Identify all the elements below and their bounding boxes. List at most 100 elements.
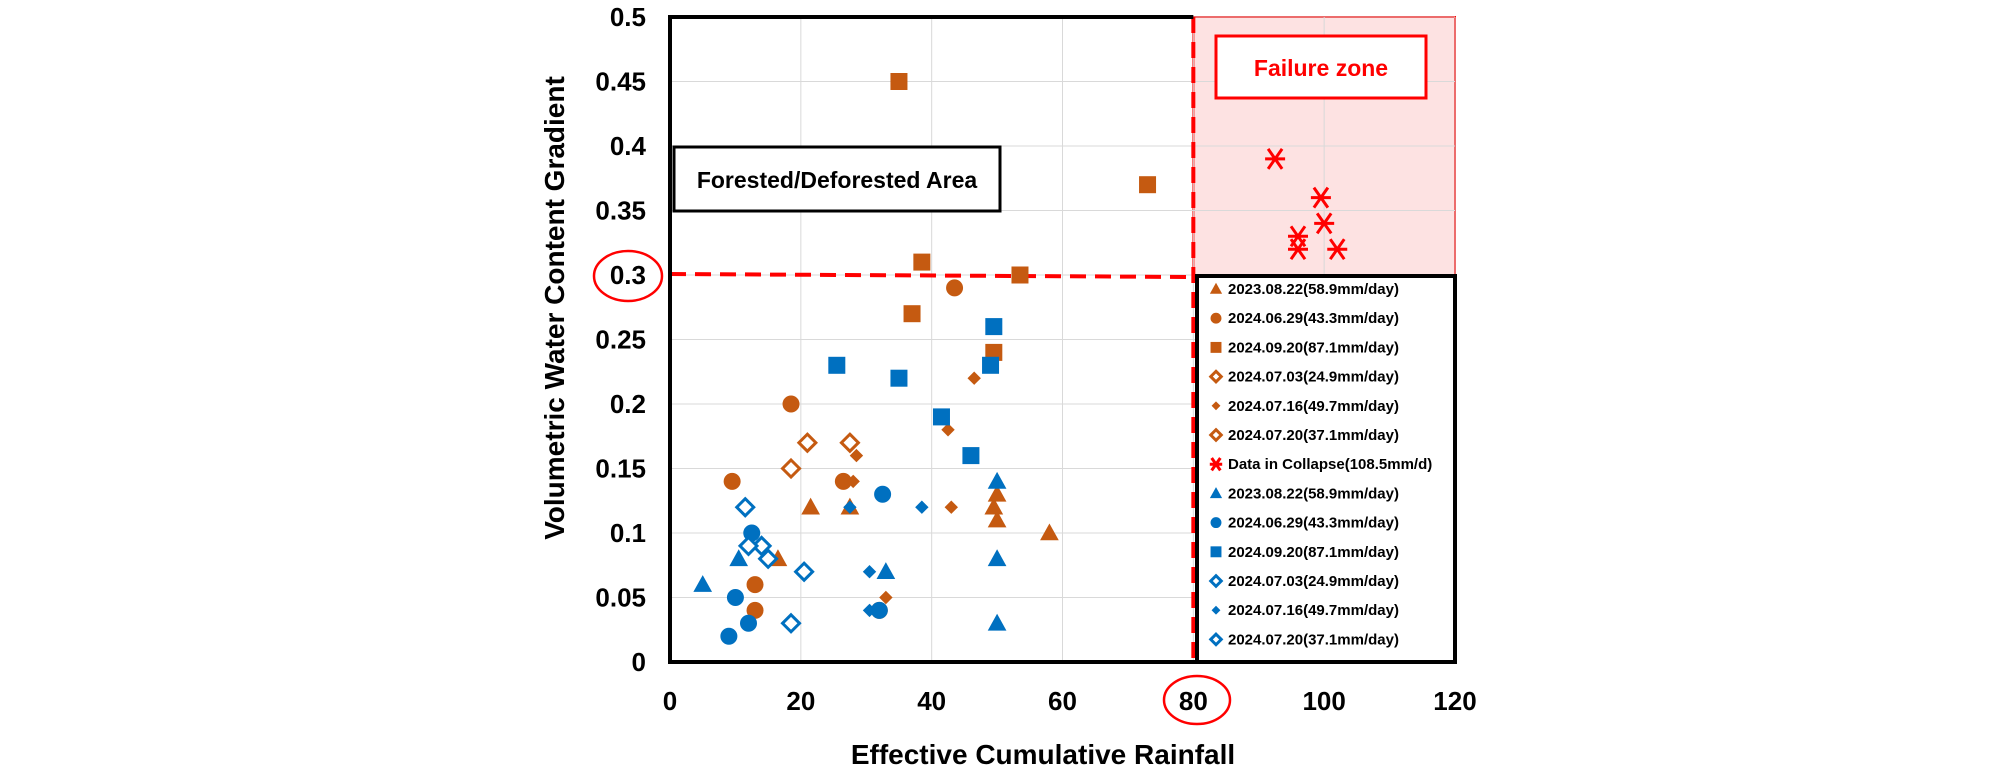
legend: 2023.08.22(58.9mm/day) 2024.06.29(43.3mm/… bbox=[1195, 274, 1457, 664]
marker-square bbox=[903, 305, 921, 323]
x-tick-label: 20 bbox=[786, 686, 815, 716]
marker-triangle bbox=[987, 549, 1007, 567]
x-tick-label: 0 bbox=[663, 686, 677, 716]
legend-item: 2024.07.20(37.1mm/day) bbox=[1208, 631, 1399, 648]
marker-circle bbox=[740, 614, 757, 632]
x-tick-label: 100 bbox=[1302, 686, 1345, 716]
marker-square bbox=[1210, 546, 1222, 558]
marker-circle bbox=[726, 589, 744, 606]
legend-item: 2023.08.22(58.9mm/day) bbox=[1209, 485, 1399, 502]
legend-label: Data in Collapse(108.5mm/d) bbox=[1228, 456, 1432, 473]
marker-star bbox=[1288, 238, 1308, 261]
threshold-y-line bbox=[669, 272, 1194, 279]
legend-item: 2024.07.20(37.1mm/day) bbox=[1208, 427, 1399, 444]
marker-diamond bbox=[967, 371, 981, 385]
legend-label: 2024.06.29(43.3mm/day) bbox=[1228, 515, 1399, 532]
series-7 bbox=[693, 471, 1007, 631]
series-2 bbox=[890, 73, 1157, 361]
y-tick-label: 0.05 bbox=[595, 583, 646, 613]
marker-diamond bbox=[780, 457, 802, 480]
x-tick-label: 80 bbox=[1179, 686, 1208, 716]
marker-triangle bbox=[987, 484, 1007, 502]
series-9 bbox=[828, 318, 1003, 465]
marker-square bbox=[890, 369, 908, 387]
series-6 bbox=[1265, 148, 1348, 261]
marker-diamond bbox=[1211, 605, 1221, 615]
marker-triangle bbox=[984, 497, 1004, 515]
failure-zone-label-box: Failure zone bbox=[1214, 34, 1428, 100]
marker-diamond bbox=[757, 548, 779, 570]
marker-circle bbox=[874, 485, 892, 503]
series-5 bbox=[839, 432, 861, 454]
failure-zone-label: Failure zone bbox=[1254, 55, 1388, 81]
marker-star bbox=[1310, 186, 1331, 209]
legend-item: 2023.08.22(58.9mm/day) bbox=[1209, 281, 1399, 298]
marker-square bbox=[828, 356, 846, 374]
legend-label: 2024.07.03(24.9mm/day) bbox=[1228, 573, 1399, 590]
marker-diamond bbox=[915, 500, 929, 514]
legend-item: 2024.09.20(87.1mm/day) bbox=[1210, 339, 1399, 356]
marker-diamond bbox=[734, 496, 756, 518]
marker-diamond bbox=[1211, 401, 1221, 411]
marker-circle bbox=[1210, 312, 1222, 324]
region-label-frame bbox=[672, 145, 1002, 213]
region-label: Forested/Deforested Area bbox=[697, 167, 978, 193]
marker-diamond bbox=[1208, 427, 1224, 443]
marker-triangle bbox=[987, 510, 1007, 528]
legend-label: 2024.07.20(37.1mm/day) bbox=[1228, 631, 1399, 648]
legend-item: 2024.06.29(43.3mm/day) bbox=[1210, 515, 1399, 532]
series-3 bbox=[780, 432, 818, 480]
legend-label: 2024.07.16(49.7mm/day) bbox=[1228, 602, 1399, 619]
series-1 bbox=[723, 279, 964, 619]
y-tick-label: 0 bbox=[632, 647, 646, 677]
y-tick-label: 0.45 bbox=[595, 67, 646, 97]
marker-triangle bbox=[801, 497, 820, 515]
marker-square bbox=[913, 253, 931, 271]
x-tick-label: 40 bbox=[917, 686, 946, 716]
marker-diamond bbox=[849, 448, 864, 463]
marker-diamond bbox=[1208, 632, 1224, 647]
y-axis-label: Volumetric Water Content Gradient bbox=[539, 76, 570, 540]
marker-square bbox=[1139, 176, 1157, 194]
legend-item: 2024.07.16(49.7mm/day) bbox=[1211, 602, 1399, 619]
marker-star bbox=[1265, 148, 1286, 170]
legend-item: 2024.09.20(87.1mm/day) bbox=[1210, 544, 1399, 561]
marker-triangle bbox=[876, 562, 896, 579]
marker-star bbox=[1209, 457, 1223, 472]
y-tick-label: 0.3 bbox=[610, 260, 646, 290]
circled-x-tick bbox=[1162, 674, 1232, 726]
marker-diamond bbox=[780, 612, 802, 634]
marker-circle bbox=[723, 472, 741, 490]
y-tick-label: 0.2 bbox=[610, 389, 646, 419]
marker-triangle bbox=[1209, 487, 1223, 499]
marker-triangle bbox=[693, 575, 713, 592]
series-11 bbox=[843, 500, 929, 618]
marker-circle bbox=[782, 395, 800, 413]
y-tick-label: 0.4 bbox=[610, 131, 647, 161]
threshold-tick-highlights bbox=[592, 249, 1232, 726]
legend-label: 2024.09.20(87.1mm/day) bbox=[1228, 339, 1399, 356]
marker-square bbox=[1011, 266, 1029, 284]
region-label-box: Forested/Deforested Area bbox=[672, 145, 1002, 213]
y-tick-label: 0.1 bbox=[610, 518, 646, 548]
threshold-lines bbox=[669, 17, 1196, 662]
y-tick-label: 0.35 bbox=[595, 196, 646, 226]
marker-square bbox=[985, 318, 1003, 336]
marker-diamond bbox=[843, 500, 857, 514]
legend-label: 2023.08.22(58.9mm/day) bbox=[1228, 281, 1399, 298]
marker-diamond bbox=[839, 432, 861, 454]
x-axis-label: Effective Cumulative Rainfall bbox=[851, 739, 1235, 770]
marker-diamond bbox=[879, 590, 893, 605]
y-tick-label: 0.15 bbox=[595, 454, 646, 484]
marker-triangle bbox=[987, 613, 1007, 631]
marker-triangle bbox=[987, 471, 1007, 489]
marker-diamond bbox=[737, 535, 760, 557]
marker-circle bbox=[1210, 517, 1222, 529]
marker-diamond bbox=[1208, 369, 1224, 384]
legend-label: 2024.07.20(37.1mm/day) bbox=[1228, 427, 1399, 444]
marker-circle bbox=[946, 279, 964, 297]
marker-triangle bbox=[1209, 282, 1223, 294]
failure-zone-label-frame bbox=[1214, 34, 1428, 100]
legend-label: 2024.09.20(87.1mm/day) bbox=[1228, 544, 1399, 561]
